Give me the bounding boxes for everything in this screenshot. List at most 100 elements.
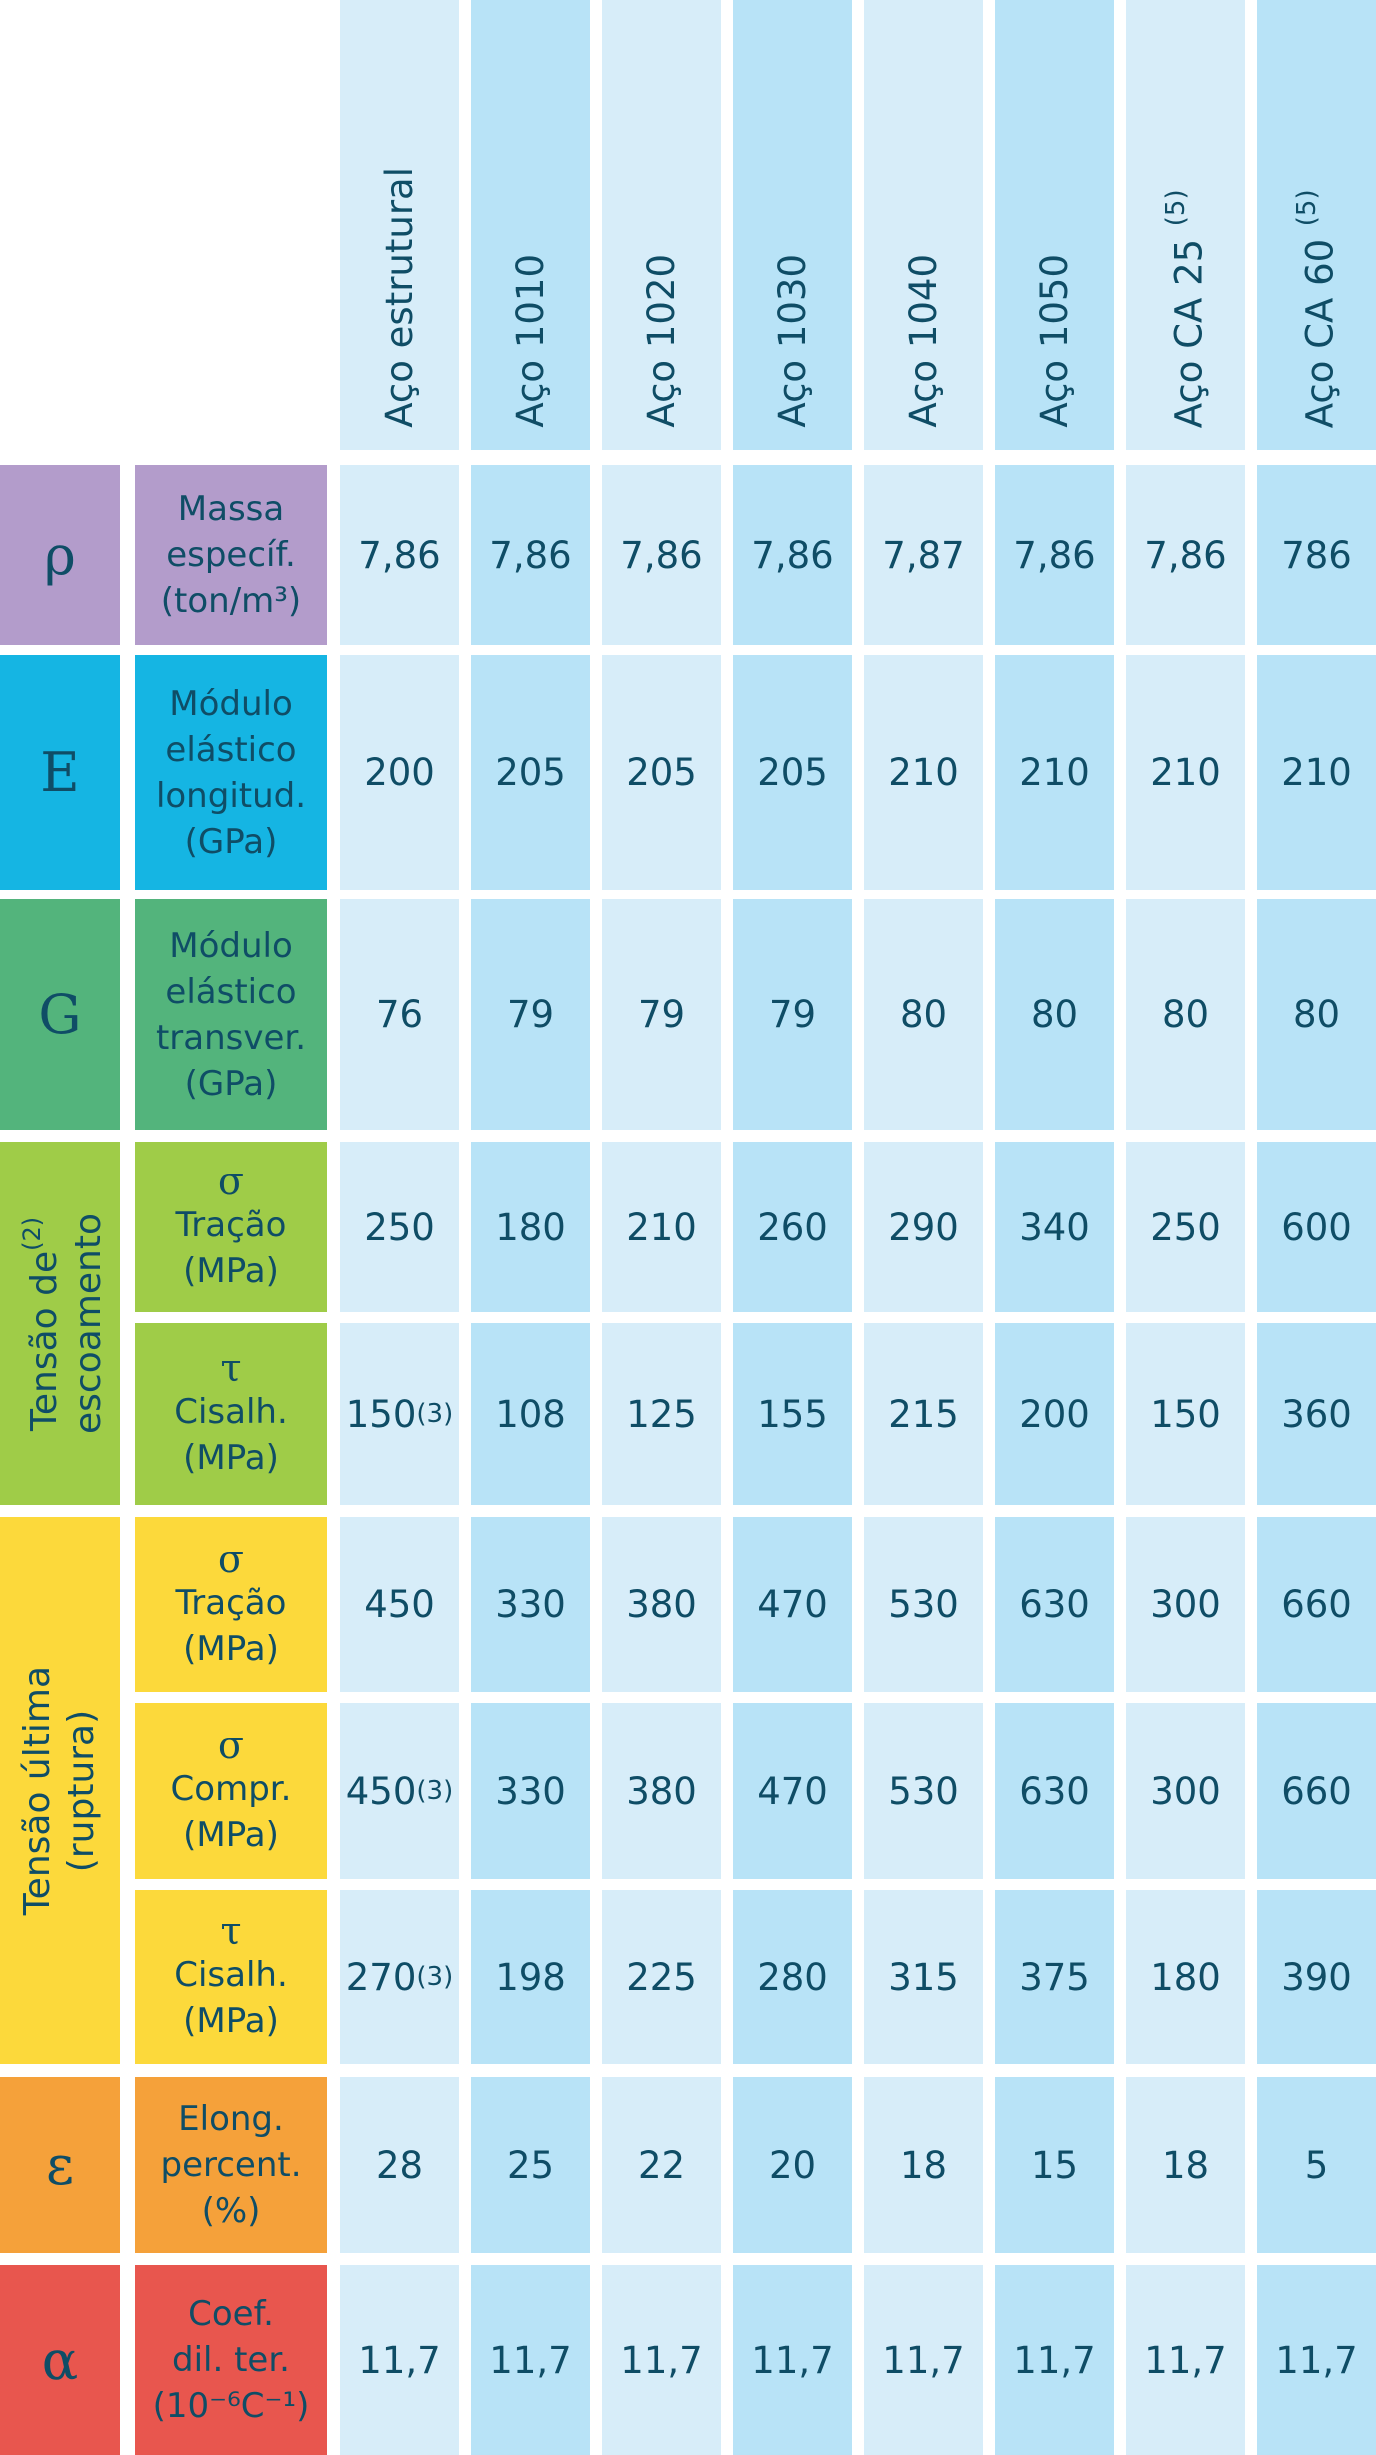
cell-value: 205 bbox=[626, 751, 697, 794]
property-label-line: Cisalh. bbox=[174, 1955, 288, 1995]
cell-footnote: (3) bbox=[416, 1776, 454, 1806]
table-cell: 330 bbox=[471, 1703, 590, 1879]
table-cell: 150 bbox=[1126, 1323, 1245, 1505]
table-cell: 7,86 bbox=[602, 465, 721, 645]
cell-value: 150 bbox=[1150, 1392, 1221, 1436]
property-symbol: E bbox=[0, 655, 120, 890]
property-label-line: (MPa) bbox=[183, 1628, 279, 1669]
table-cell: 660 bbox=[1257, 1703, 1376, 1879]
cell-value: 125 bbox=[626, 1392, 697, 1436]
property-label: σ Tração (MPa) bbox=[135, 1142, 327, 1312]
property-label: Módulo elástico transver. (GPa) bbox=[135, 899, 327, 1130]
table-cell: 225 bbox=[602, 1890, 721, 2064]
table-cell: 7,87 bbox=[864, 465, 983, 645]
cell-value: 360 bbox=[1281, 1392, 1352, 1436]
cell-value: 180 bbox=[495, 1205, 566, 1249]
table-cell: 22 bbox=[602, 2077, 721, 2253]
column-header-label: Aço 1010 bbox=[509, 254, 552, 428]
table-cell: 7,86 bbox=[340, 465, 459, 645]
table-cell: 470 bbox=[733, 1703, 852, 1879]
cell-value: 250 bbox=[1150, 1205, 1221, 1249]
property-symbol: α bbox=[0, 2265, 120, 2455]
cell-value: 215 bbox=[888, 1392, 959, 1436]
cell-value: 7,87 bbox=[882, 533, 965, 577]
table-cell: 600 bbox=[1257, 1142, 1376, 1312]
table-cell: 7,86 bbox=[1126, 465, 1245, 645]
cell-value: 375 bbox=[1019, 1955, 1090, 1999]
table-cell: 215 bbox=[864, 1323, 983, 1505]
table-cell: 7,86 bbox=[995, 465, 1114, 645]
property-label: σ Tração (MPa) bbox=[135, 1517, 327, 1692]
table-cell: 79 bbox=[602, 899, 721, 1130]
property-label-line: (GPa) bbox=[184, 1063, 278, 1104]
cell-value: 25 bbox=[506, 2143, 555, 2187]
table-cell: 315 bbox=[864, 1890, 983, 2064]
column-label-text: Aço estrutural bbox=[378, 167, 421, 428]
property-label-line: Cisalh. bbox=[174, 1392, 288, 1432]
table-cell: 450 bbox=[340, 1517, 459, 1692]
table-cell: 380 bbox=[602, 1703, 721, 1879]
property-label-line: (%) bbox=[201, 2191, 261, 2231]
cell-value: 210 bbox=[888, 751, 959, 794]
table-cell: 20 bbox=[733, 2077, 852, 2253]
cell-value: 450 bbox=[364, 1583, 435, 1626]
cell-value: 11,7 bbox=[489, 2338, 572, 2382]
table-cell: 11,7 bbox=[1257, 2265, 1376, 2455]
table-cell: 205 bbox=[733, 655, 852, 890]
property-label: τ Cisalh. (MPa) bbox=[135, 1890, 327, 2064]
table-cell: 18 bbox=[1126, 2077, 1245, 2253]
property-label: τ Cisalh. (MPa) bbox=[135, 1323, 327, 1505]
column-header-label: Aço CA 60 (5) bbox=[1292, 175, 1341, 428]
column-header: Aço 1030 bbox=[733, 0, 852, 450]
cell-value: 20 bbox=[768, 2143, 817, 2187]
property-label-line: longitud. bbox=[155, 775, 307, 816]
property-label-line: específ. bbox=[166, 535, 296, 575]
row-group-text: Tensão última (ruptura) bbox=[16, 1666, 104, 1915]
column-header: Aço CA 25 (5) bbox=[1126, 0, 1245, 450]
table-cell: 155 bbox=[733, 1323, 852, 1505]
property-label-line: (ton/m³) bbox=[160, 581, 302, 621]
table-cell: 80 bbox=[1257, 899, 1376, 1130]
table-cell: 210 bbox=[602, 1142, 721, 1312]
column-label-text: Aço 1030 bbox=[771, 254, 814, 428]
cell-value: 180 bbox=[1150, 1955, 1221, 1999]
cell-value: 7,86 bbox=[1013, 533, 1096, 577]
cell-value: 22 bbox=[637, 2143, 686, 2187]
property-label-line: (GPa) bbox=[184, 821, 278, 862]
cell-value: 205 bbox=[495, 751, 566, 794]
table-cell: 18 bbox=[864, 2077, 983, 2253]
cell-value: 11,7 bbox=[1144, 2338, 1227, 2382]
table-cell: 79 bbox=[733, 899, 852, 1130]
cell-value: 7,86 bbox=[358, 533, 441, 577]
cell-value: 210 bbox=[1281, 751, 1352, 794]
table-cell: 80 bbox=[1126, 899, 1245, 1130]
property-label-line: transver. bbox=[155, 1017, 307, 1058]
table-cell: 300 bbox=[1126, 1517, 1245, 1692]
stress-symbol: σ bbox=[218, 1159, 244, 1203]
table-cell: 15 bbox=[995, 2077, 1114, 2253]
property-label: Elong. percent. (%) bbox=[135, 2077, 327, 2253]
table-cell: 150 (3) bbox=[340, 1323, 459, 1505]
table-cell: 5 bbox=[1257, 2077, 1376, 2253]
row-group-text: Tensão de(2) escoamento bbox=[10, 1213, 111, 1434]
column-label-text: Aço 1050 bbox=[1033, 254, 1076, 428]
property-label-line: Tração bbox=[175, 1205, 287, 1245]
row-group-label: Tensão de(2) escoamento bbox=[0, 1142, 120, 1505]
table-cell: 79 bbox=[471, 899, 590, 1130]
cell-value: 660 bbox=[1281, 1583, 1352, 1626]
table-cell: 11,7 bbox=[995, 2265, 1114, 2455]
table-cell: 660 bbox=[1257, 1517, 1376, 1692]
table-cell: 210 bbox=[1126, 655, 1245, 890]
property-label-line: elástico bbox=[165, 971, 297, 1012]
cell-value: 250 bbox=[364, 1205, 435, 1249]
column-header-label: Aço estrutural bbox=[378, 167, 421, 428]
cell-value: 280 bbox=[757, 1955, 828, 1999]
table-cell: 250 bbox=[340, 1142, 459, 1312]
column-header: Aço 1040 bbox=[864, 0, 983, 450]
table-cell: 11,7 bbox=[1126, 2265, 1245, 2455]
row-group-line: (ruptura) bbox=[61, 1709, 102, 1872]
cell-value: 15 bbox=[1030, 2143, 1079, 2187]
cell-value: 210 bbox=[1150, 751, 1221, 794]
cell-value: 5 bbox=[1304, 2143, 1329, 2187]
cell-value: 7,86 bbox=[489, 533, 572, 577]
